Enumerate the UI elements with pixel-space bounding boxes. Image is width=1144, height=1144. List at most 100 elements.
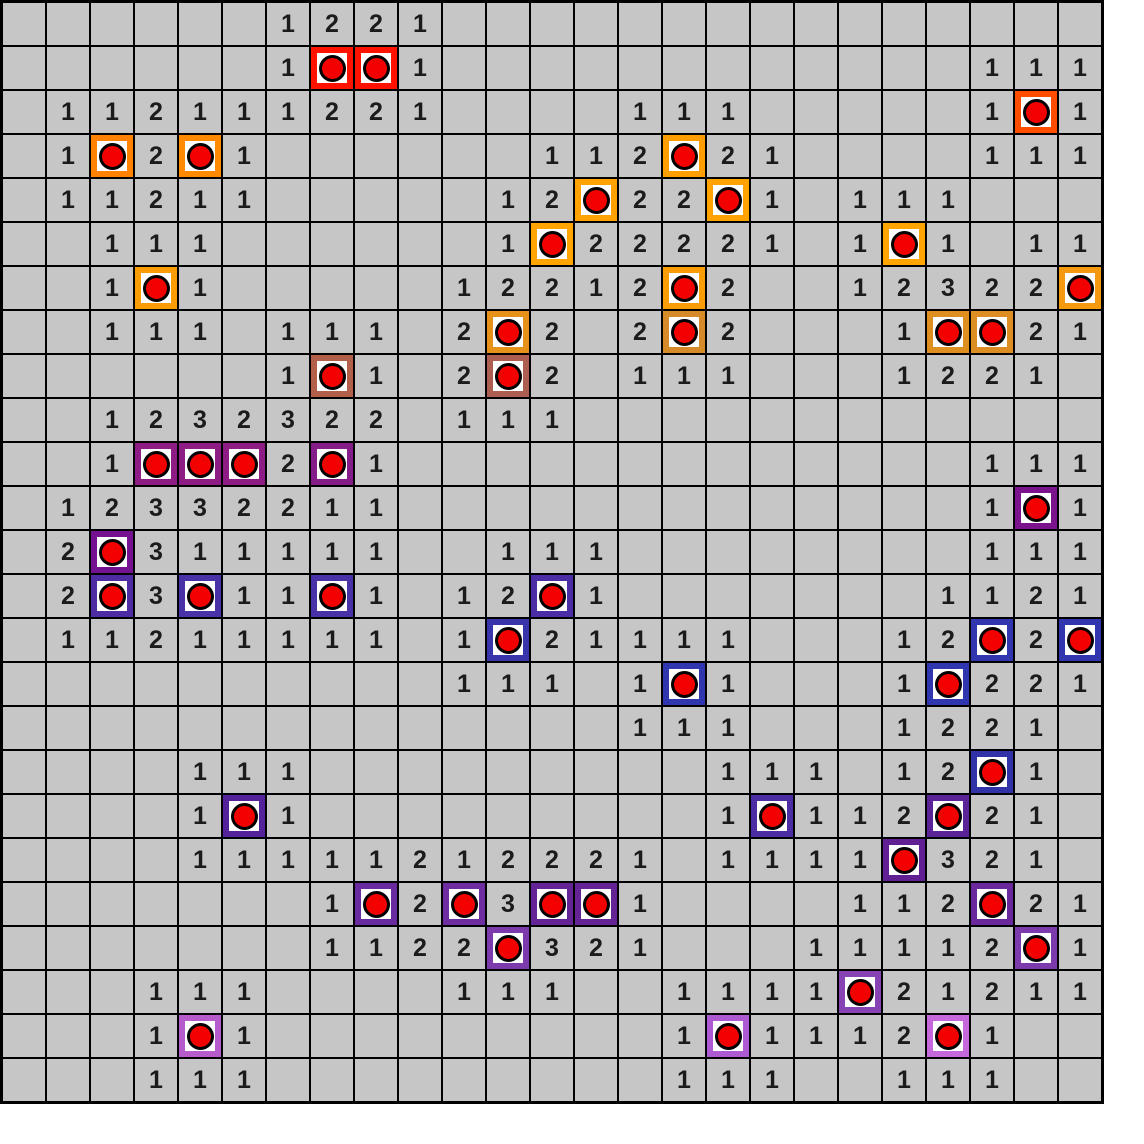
cell-r10-c5[interactable] — [223, 443, 265, 485]
cell-r8-c4[interactable] — [179, 355, 221, 397]
cell-r10-c20[interactable] — [883, 443, 925, 485]
cell-r16-c19[interactable] — [839, 707, 881, 749]
cell-r3-c0[interactable] — [3, 135, 45, 177]
cell-r17-c13[interactable] — [575, 751, 617, 793]
cell-r5-c6[interactable] — [267, 223, 309, 265]
cell-r9-c23[interactable] — [1015, 399, 1057, 441]
cell-r18-c5[interactable] — [223, 795, 265, 837]
cell-r18-c6[interactable]: 1 — [267, 795, 309, 837]
cell-r24-c19[interactable] — [839, 1059, 881, 1101]
cell-r8-c18[interactable] — [795, 355, 837, 397]
cell-r18-c21[interactable] — [927, 795, 969, 837]
cell-r14-c11[interactable] — [487, 619, 529, 661]
cell-r7-c0[interactable] — [3, 311, 45, 353]
cell-r21-c18[interactable]: 1 — [795, 927, 837, 969]
cell-r21-c24[interactable]: 1 — [1059, 927, 1101, 969]
cell-r18-c23[interactable]: 1 — [1015, 795, 1057, 837]
cell-r0-c24[interactable] — [1059, 3, 1101, 45]
cell-r23-c0[interactable] — [3, 1015, 45, 1057]
cell-r16-c16[interactable]: 1 — [707, 707, 749, 749]
cell-r14-c22[interactable] — [971, 619, 1013, 661]
cell-r15-c17[interactable] — [751, 663, 793, 705]
cell-r2-c14[interactable]: 1 — [619, 91, 661, 133]
cell-r14-c23[interactable]: 2 — [1015, 619, 1057, 661]
cell-r5-c22[interactable] — [971, 223, 1013, 265]
cell-r21-c19[interactable]: 1 — [839, 927, 881, 969]
cell-r2-c15[interactable]: 1 — [663, 91, 705, 133]
cell-r20-c6[interactable] — [267, 883, 309, 925]
cell-r14-c10[interactable]: 1 — [443, 619, 485, 661]
cell-r3-c17[interactable]: 1 — [751, 135, 793, 177]
cell-r12-c1[interactable]: 2 — [47, 531, 89, 573]
cell-r4-c2[interactable]: 1 — [91, 179, 133, 221]
cell-r19-c24[interactable] — [1059, 839, 1101, 881]
cell-r17-c18[interactable]: 1 — [795, 751, 837, 793]
cell-r10-c15[interactable] — [663, 443, 705, 485]
cell-r6-c24[interactable] — [1059, 267, 1101, 309]
cell-r9-c13[interactable] — [575, 399, 617, 441]
cell-r24-c16[interactable]: 1 — [707, 1059, 749, 1101]
cell-r9-c16[interactable] — [707, 399, 749, 441]
cell-r8-c3[interactable] — [135, 355, 177, 397]
cell-r15-c19[interactable] — [839, 663, 881, 705]
cell-r11-c13[interactable] — [575, 487, 617, 529]
cell-r23-c13[interactable] — [575, 1015, 617, 1057]
cell-r6-c3[interactable] — [135, 267, 177, 309]
cell-r2-c9[interactable]: 1 — [399, 91, 441, 133]
cell-r20-c12[interactable] — [531, 883, 573, 925]
cell-r12-c11[interactable]: 1 — [487, 531, 529, 573]
cell-r22-c10[interactable]: 1 — [443, 971, 485, 1013]
cell-r2-c16[interactable]: 1 — [707, 91, 749, 133]
cell-r2-c8[interactable]: 2 — [355, 91, 397, 133]
cell-r12-c4[interactable]: 1 — [179, 531, 221, 573]
cell-r3-c19[interactable] — [839, 135, 881, 177]
cell-r0-c19[interactable] — [839, 3, 881, 45]
cell-r1-c16[interactable] — [707, 47, 749, 89]
cell-r24-c24[interactable] — [1059, 1059, 1101, 1101]
cell-r18-c2[interactable] — [91, 795, 133, 837]
cell-r11-c21[interactable] — [927, 487, 969, 529]
cell-r21-c16[interactable] — [707, 927, 749, 969]
cell-r11-c5[interactable]: 2 — [223, 487, 265, 529]
cell-r19-c17[interactable]: 1 — [751, 839, 793, 881]
cell-r17-c3[interactable] — [135, 751, 177, 793]
cell-r7-c22[interactable] — [971, 311, 1013, 353]
cell-r13-c7[interactable] — [311, 575, 353, 617]
cell-r7-c20[interactable]: 1 — [883, 311, 925, 353]
cell-r20-c19[interactable]: 1 — [839, 883, 881, 925]
cell-r18-c22[interactable]: 2 — [971, 795, 1013, 837]
cell-r20-c4[interactable] — [179, 883, 221, 925]
cell-r7-c8[interactable]: 1 — [355, 311, 397, 353]
cell-r3-c8[interactable] — [355, 135, 397, 177]
cell-r2-c21[interactable] — [927, 91, 969, 133]
cell-r20-c16[interactable] — [707, 883, 749, 925]
cell-r11-c16[interactable] — [707, 487, 749, 529]
cell-r13-c15[interactable] — [663, 575, 705, 617]
cell-r15-c13[interactable] — [575, 663, 617, 705]
cell-r11-c24[interactable]: 1 — [1059, 487, 1101, 529]
cell-r15-c11[interactable]: 1 — [487, 663, 529, 705]
cell-r12-c17[interactable] — [751, 531, 793, 573]
cell-r24-c0[interactable] — [3, 1059, 45, 1101]
cell-r3-c11[interactable] — [487, 135, 529, 177]
cell-r23-c12[interactable] — [531, 1015, 573, 1057]
cell-r21-c2[interactable] — [91, 927, 133, 969]
cell-r23-c1[interactable] — [47, 1015, 89, 1057]
cell-r16-c13[interactable] — [575, 707, 617, 749]
cell-r3-c15[interactable] — [663, 135, 705, 177]
cell-r11-c8[interactable]: 1 — [355, 487, 397, 529]
cell-r14-c19[interactable] — [839, 619, 881, 661]
cell-r7-c16[interactable]: 2 — [707, 311, 749, 353]
cell-r21-c3[interactable] — [135, 927, 177, 969]
cell-r11-c12[interactable] — [531, 487, 573, 529]
cell-r22-c11[interactable]: 1 — [487, 971, 529, 1013]
cell-r4-c17[interactable]: 1 — [751, 179, 793, 221]
cell-r1-c3[interactable] — [135, 47, 177, 89]
cell-r12-c10[interactable] — [443, 531, 485, 573]
cell-r4-c11[interactable]: 1 — [487, 179, 529, 221]
cell-r16-c23[interactable]: 1 — [1015, 707, 1057, 749]
cell-r11-c6[interactable]: 2 — [267, 487, 309, 529]
cell-r4-c20[interactable]: 1 — [883, 179, 925, 221]
cell-r1-c6[interactable]: 1 — [267, 47, 309, 89]
cell-r5-c13[interactable]: 2 — [575, 223, 617, 265]
